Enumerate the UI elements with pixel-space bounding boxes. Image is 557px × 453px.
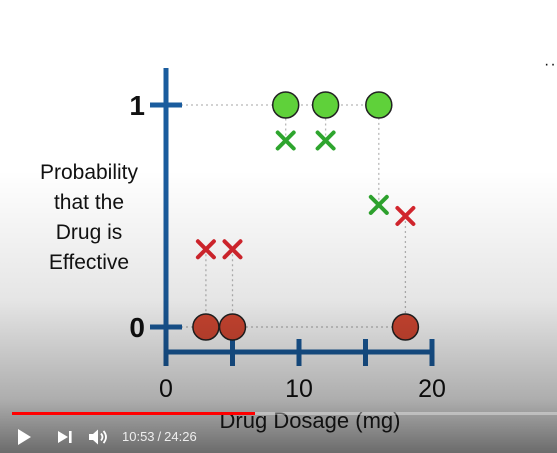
data-point: [391, 313, 420, 341]
x-tick-label: 0: [159, 375, 173, 403]
next-button[interactable]: [48, 420, 82, 453]
next-icon: [58, 430, 72, 443]
progress-bar[interactable]: [12, 412, 557, 415]
data-point: [365, 91, 393, 119]
play-button[interactable]: [0, 420, 48, 453]
time-display: 10:53/24:26: [122, 429, 197, 444]
y-tick-label: 1: [129, 90, 145, 121]
play-icon: [18, 428, 31, 445]
volume-button[interactable]: [82, 420, 116, 453]
volume-icon: [89, 429, 107, 444]
progress-played: [12, 412, 255, 415]
data-point: [192, 313, 220, 341]
player-controls: 10:53/24:26: [0, 420, 557, 453]
y-axis-label: Probability that the Drug is Effective: [39, 161, 139, 274]
current-time: 10:53: [122, 429, 155, 444]
data-point: [271, 91, 300, 119]
data-point: [311, 91, 340, 119]
total-time: 24:26: [164, 429, 197, 444]
x-tick-label: 10: [285, 375, 313, 403]
x-tick-label: 20: [418, 375, 446, 403]
corner-ellipsis: ··: [544, 56, 557, 73]
y-tick-label: 0: [129, 312, 145, 343]
data-point: [218, 313, 247, 341]
